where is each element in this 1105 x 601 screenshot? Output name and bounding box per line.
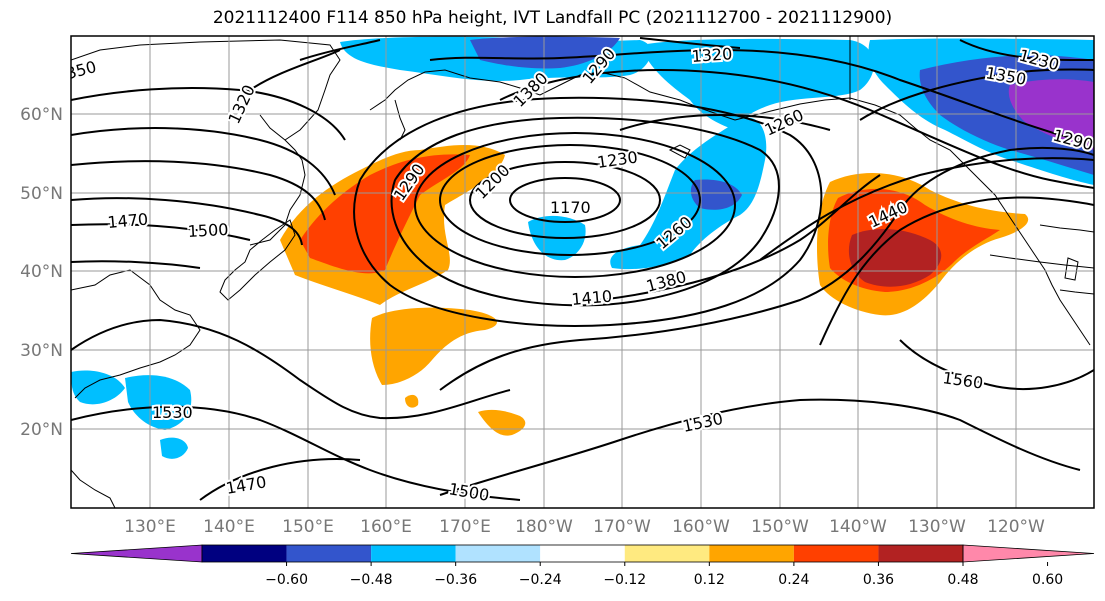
colorbar-tick-label: −0.12 [603,572,646,588]
colorbar-segment [793,545,879,562]
colorbar-tick-label: −0.36 [434,572,477,588]
colorbar-segment [540,545,625,562]
colorbar-tick-label: 0.48 [947,572,978,588]
contour-label: 1410 [571,287,613,309]
lon-label: 160°E [360,517,412,537]
colorbar-tick-label: 0.12 [694,572,725,588]
lat-label: 20°N [20,420,63,440]
lon-label: 170°E [439,517,491,537]
colorbar-tick-label: 0.60 [1032,572,1063,588]
colorbar-segment [286,545,372,562]
lon-label: 130°W [908,517,966,537]
height-contours [71,37,1094,501]
map-title: 2021112400 F114 850 hPa height, IVT Land… [212,8,893,28]
gridlines [71,36,1094,508]
latitude-labels: 60°N 50°N 40°N 30°N 20°N [20,105,63,440]
colorbar-segment [371,545,456,562]
lon-label: 170°W [593,517,651,537]
colorbar-extend-low [70,544,203,563]
lon-label: 150°E [282,517,334,537]
lon-label: 150°W [751,517,809,537]
lat-label: 40°N [20,262,63,282]
colorbar-segment [624,545,710,562]
colorbar-segment [878,545,963,562]
colorbar-tick-label: −0.60 [265,572,308,588]
lon-label: 160°W [672,517,730,537]
lon-label: 130°E [124,517,176,537]
colorbar-tick-label: 0.36 [863,572,894,588]
contour-label: 1500 [187,220,229,241]
positive-anomaly-shading [280,145,1029,436]
longitude-labels: 130°E 140°E 150°E 160°E 170°E 180°W 170°… [124,517,1045,537]
lat-label: 60°N [20,105,63,125]
colorbar-tick-label: −0.24 [519,572,562,588]
colorbar-segment [709,545,794,562]
contour-label: 1530 [152,403,193,422]
colorbar-segment [455,545,541,562]
lat-label: 50°N [20,184,63,204]
contour-label: 1170 [550,198,591,217]
lat-label: 30°N [20,341,63,361]
colorbar: −0.60 −0.48 −0.36 −0.24 −0.12 0.12 0.24 0.36 0.4… [70,544,1095,588]
contour-label: 1470 [107,210,149,232]
colorbar-extend-high [962,544,1095,563]
lon-label: 180°W [515,517,573,537]
contour-label: 1320 [691,44,733,66]
lon-label: 140°W [829,517,887,537]
colorbar-segment [202,545,287,562]
colorbar-outline [201,544,964,563]
map-frame [70,35,1095,509]
colorbar-tick-label: −0.48 [350,572,393,588]
lon-label: 140°E [203,517,255,537]
colorbar-tick-label: 0.24 [778,572,809,588]
lon-label: 120°W [987,517,1045,537]
